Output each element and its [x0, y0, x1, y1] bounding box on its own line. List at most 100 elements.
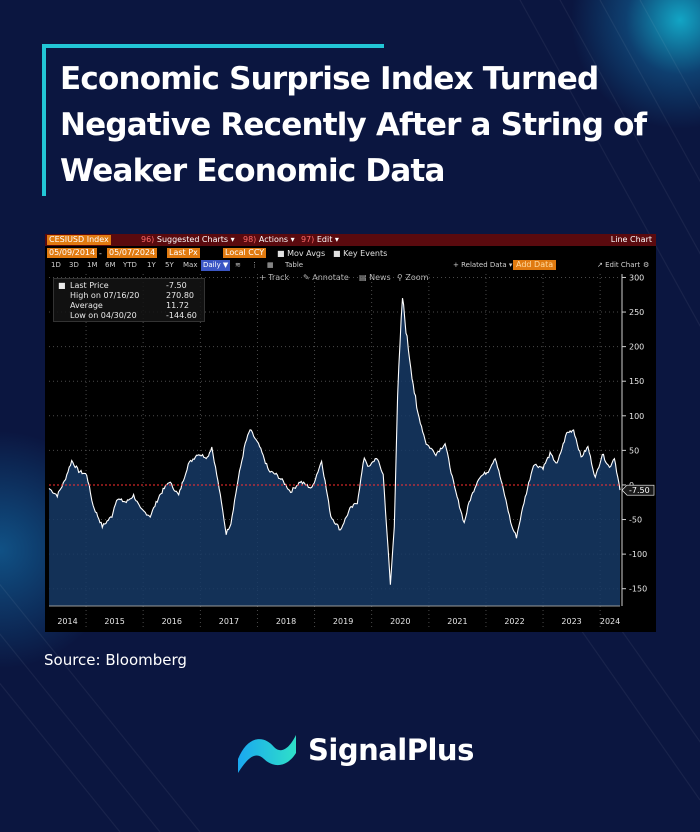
- chart-legend: ■ Last Price -7.50 High on 07/16/20 270.…: [53, 278, 205, 322]
- period-max[interactable]: Max: [183, 261, 198, 269]
- legend-avg-value: 11.72: [166, 301, 189, 310]
- x-tick-label: 2015: [104, 617, 124, 626]
- x-tick-label: 2020: [390, 617, 410, 626]
- terminal-settings-row: 05/09/2014 - 05/07/2024 Last Px Local CC…: [45, 248, 656, 259]
- brand-name: SignalPlus: [308, 733, 474, 767]
- gear-icon[interactable]: ⚙: [643, 261, 650, 269]
- x-tick-label: 2019: [333, 617, 353, 626]
- menu-label: Suggested Charts ▾: [156, 235, 235, 244]
- frequency-select[interactable]: Daily ▼: [201, 260, 231, 271]
- line-chart: 300250200150100500-50-100-150 2014201520…: [48, 273, 655, 628]
- news-label: News: [369, 273, 391, 282]
- key-events-label: Key Events: [343, 249, 388, 258]
- zoom-icon: ⚲: [397, 273, 403, 282]
- x-axis-ticks: 2014 2015 2016 2017 2018 2019 2020 2021 2022 2023…: [49, 605, 620, 626]
- key-events-toggle[interactable]: ■ Key Events: [333, 248, 387, 259]
- period-3d[interactable]: 3D: [69, 261, 79, 269]
- y-tick-label: 250: [629, 308, 644, 317]
- y-tick-label: 150: [629, 377, 644, 386]
- menu-actions[interactable]: 98) Actions ▾: [243, 235, 295, 245]
- related-data-button[interactable]: + Related Data ▾: [453, 261, 513, 269]
- news-icon: ▤: [359, 273, 367, 282]
- checkbox-icon: ■: [277, 249, 285, 258]
- bloomberg-chart-panel: CESIUSD Index 96) Suggested Charts ▾ 98)…: [45, 234, 656, 632]
- last-value-label: -7.50: [629, 486, 650, 495]
- menu-suggested-charts[interactable]: 96) Suggested Charts ▾: [141, 235, 235, 245]
- end-date-field[interactable]: 05/07/2024: [107, 248, 158, 258]
- field-select[interactable]: Last Px: [167, 248, 200, 258]
- x-tick-label: 2016: [162, 617, 182, 626]
- source-caption: Source: Bloomberg: [44, 651, 187, 669]
- period-ytd[interactable]: YTD: [123, 261, 137, 269]
- index-line: [48, 298, 621, 585]
- y-tick-label: 100: [629, 412, 644, 421]
- ticker-label[interactable]: CESIUSD Index: [47, 235, 111, 245]
- brand-footer: SignalPlus: [234, 727, 474, 777]
- glow-top-right: [570, 0, 700, 130]
- pencil-icon: ✎: [303, 273, 310, 282]
- title-accent-bar: [42, 44, 384, 48]
- legend-high-value: 270.80: [166, 291, 194, 300]
- y-tick-label: -50: [629, 516, 642, 525]
- edit-chart-button[interactable]: ↗ Edit Chart: [597, 261, 641, 269]
- menu-label: Actions ▾: [258, 235, 295, 244]
- menu-edit[interactable]: 97) Edit ▾: [301, 235, 339, 245]
- menu-num: 96): [141, 235, 155, 244]
- chart-mode-label: Line Chart: [610, 235, 652, 244]
- y-tick-label: -150: [629, 585, 647, 594]
- news-tool[interactable]: ▤ News: [359, 272, 391, 283]
- date-separator: -: [99, 249, 102, 258]
- period-6m[interactable]: 6M: [105, 261, 116, 269]
- zoom-tool[interactable]: ⚲ Zoom: [397, 272, 428, 283]
- x-tick-label: 2017: [219, 617, 239, 626]
- period-1d[interactable]: 1D: [51, 261, 61, 269]
- x-tick-label: 2024: [600, 617, 620, 626]
- track-label: Track: [268, 273, 290, 282]
- table-icon[interactable]: ▦: [267, 261, 274, 269]
- menu-num: 98): [243, 235, 257, 244]
- signalplus-logo-icon: [238, 735, 296, 773]
- x-tick-label: 2021: [447, 617, 467, 626]
- legend-low-value: -144.60: [166, 311, 197, 320]
- legend-high-label: High on 07/16/20: [70, 291, 140, 300]
- mov-avgs-toggle[interactable]: ■ Mov Avgs: [277, 248, 325, 259]
- last-value-marker: -7.50: [621, 484, 655, 496]
- legend-last-label: Last Price: [70, 281, 109, 290]
- legend-swatch: ■: [58, 281, 66, 290]
- checkbox-icon: ■: [333, 249, 341, 258]
- x-tick-label: 2018: [276, 617, 296, 626]
- legend-low-label: Low on 04/30/20: [70, 311, 137, 320]
- chart-type-icon[interactable]: ≋: [235, 261, 241, 269]
- zoom-label: Zoom: [405, 273, 429, 282]
- terminal-period-row: 1D 3D 1M 6M YTD 1Y 5Y Max Daily ▼ ≋ ⋮ ▦ …: [45, 260, 656, 271]
- y-tick-label: 300: [629, 273, 644, 282]
- terminal-menu-bar: CESIUSD Index 96) Suggested Charts ▾ 98)…: [45, 234, 656, 246]
- y-tick-label: 50: [629, 446, 639, 455]
- mov-avgs-label: Mov Avgs: [287, 249, 326, 258]
- y-axis-ticks: 300250200150100500-50-100-150: [621, 273, 647, 606]
- menu-label: Edit ▾: [316, 235, 339, 244]
- track-tool[interactable]: + Track: [259, 272, 289, 283]
- x-tick-label: 2023: [561, 617, 581, 626]
- annotate-label: Annotate: [312, 273, 349, 282]
- legend-last-value: -7.50: [166, 281, 187, 290]
- add-data-input[interactable]: Add Data: [513, 260, 557, 270]
- period-5y[interactable]: 5Y: [165, 261, 174, 269]
- y-tick-label: -100: [629, 550, 647, 559]
- index-area-fill: [49, 298, 620, 606]
- settings-icon[interactable]: ⋮: [251, 261, 258, 269]
- currency-select[interactable]: Local CCY: [223, 248, 267, 258]
- last-value-tag: [621, 484, 655, 496]
- x-tick-label: 2022: [504, 617, 524, 626]
- legend-avg-label: Average: [70, 301, 103, 310]
- table-button[interactable]: Table: [285, 261, 304, 269]
- period-1y[interactable]: 1Y: [147, 261, 156, 269]
- crosshair-icon: +: [259, 273, 266, 282]
- menu-num: 97): [301, 235, 315, 244]
- annotate-tool[interactable]: ✎ Annotate: [303, 272, 349, 283]
- title-accent-line: [42, 44, 46, 196]
- start-date-field[interactable]: 05/09/2014: [47, 248, 98, 258]
- period-1m[interactable]: 1M: [87, 261, 98, 269]
- y-tick-label: 200: [629, 343, 644, 352]
- page-title: Economic Surprise Index Turned Negative …: [60, 61, 647, 189]
